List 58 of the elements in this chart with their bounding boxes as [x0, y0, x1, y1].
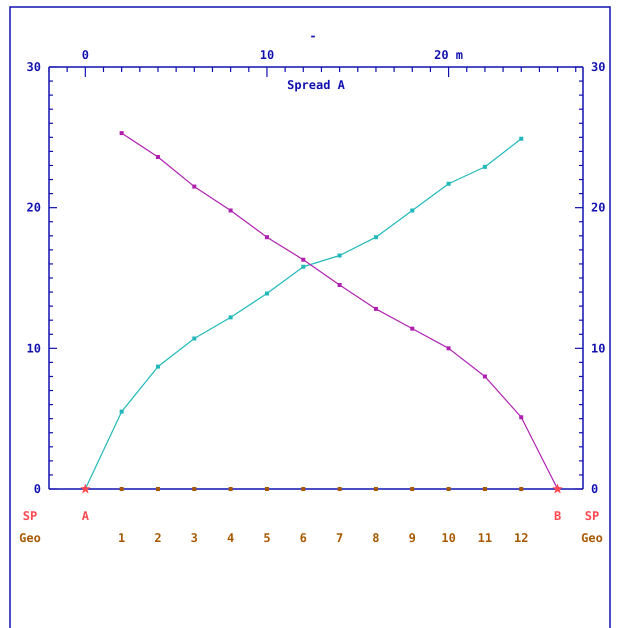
point [374, 306, 378, 311]
point [338, 487, 342, 491]
text: SP [584, 509, 600, 523]
point [482, 164, 487, 169]
point [446, 487, 451, 491]
point [519, 415, 524, 420]
y2-tick-label: 20 [591, 200, 606, 215]
point [156, 364, 160, 369]
point [410, 326, 414, 331]
point [552, 484, 563, 494]
point [120, 487, 124, 491]
point [338, 253, 342, 258]
x-tick-label: 20 m [434, 48, 464, 62]
point [156, 487, 160, 491]
text: 1 2 3 4 5 6 7 8 9 10 11 12 [118, 531, 528, 545]
point [374, 235, 378, 240]
y2-tick-label: 10 [591, 341, 606, 356]
point [374, 487, 378, 491]
y-tick-label: 20 [26, 200, 41, 215]
text: A [82, 509, 90, 523]
text: SP [22, 509, 38, 523]
point [120, 131, 124, 136]
x-tick-label: 10 [260, 48, 274, 62]
y-tick-label: 10 [26, 341, 41, 356]
point [338, 283, 342, 288]
point [446, 346, 451, 350]
y-tick-label: 0 [34, 482, 41, 496]
point [410, 208, 414, 212]
text: Geo [19, 531, 41, 545]
point [228, 315, 233, 320]
y2-tick-label: 0 [591, 482, 598, 496]
x-tick-label: 0 [82, 48, 89, 62]
point [301, 264, 306, 269]
chart-title: - [309, 29, 317, 43]
point [519, 487, 524, 491]
y2-tick-label: 30 [591, 60, 606, 74]
point [156, 155, 160, 160]
point [301, 487, 306, 491]
point [192, 487, 196, 491]
point [80, 484, 91, 494]
point [482, 374, 487, 378]
x-axis-title: Spread A [287, 78, 346, 92]
text: B [554, 509, 562, 523]
point [264, 291, 269, 296]
point [519, 136, 524, 141]
point [264, 487, 269, 491]
point [228, 487, 233, 491]
text: Geo [581, 531, 603, 545]
point [264, 235, 269, 240]
point [446, 182, 451, 186]
point [410, 487, 414, 491]
point [482, 487, 487, 491]
point [228, 208, 233, 212]
point [120, 410, 124, 414]
point [192, 184, 196, 189]
y-tick-label: 30 [26, 60, 41, 74]
point [301, 258, 306, 262]
point [192, 336, 196, 340]
